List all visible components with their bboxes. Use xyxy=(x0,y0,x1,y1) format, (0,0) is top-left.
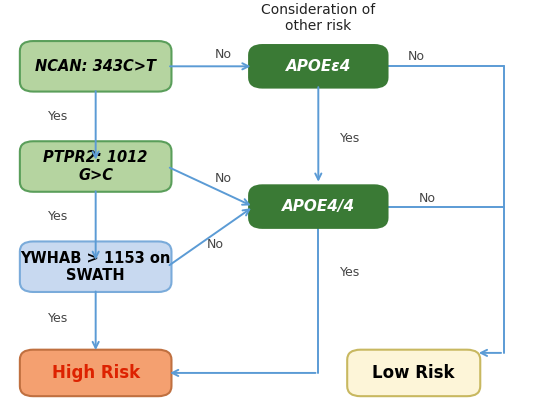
Text: Yes: Yes xyxy=(340,266,360,279)
FancyBboxPatch shape xyxy=(20,141,172,192)
Text: Low Risk: Low Risk xyxy=(373,364,455,382)
FancyBboxPatch shape xyxy=(20,241,172,292)
FancyBboxPatch shape xyxy=(249,185,387,228)
Text: High Risk: High Risk xyxy=(52,364,140,382)
Text: No: No xyxy=(214,48,231,61)
Text: APOEε4: APOEε4 xyxy=(286,59,351,74)
Text: Consideration of
other risk: Consideration of other risk xyxy=(261,3,375,33)
Text: No: No xyxy=(206,238,223,251)
Text: No: No xyxy=(418,192,435,205)
Text: Yes: Yes xyxy=(340,132,360,145)
Text: Yes: Yes xyxy=(49,110,69,123)
FancyBboxPatch shape xyxy=(249,45,387,87)
Text: Yes: Yes xyxy=(49,210,69,223)
Text: No: No xyxy=(214,172,231,185)
FancyBboxPatch shape xyxy=(20,350,172,396)
FancyBboxPatch shape xyxy=(20,41,172,92)
Text: NCAN: 343C>T: NCAN: 343C>T xyxy=(35,59,156,74)
Text: PTPR2: 1012
G>C: PTPR2: 1012 G>C xyxy=(44,150,148,183)
Text: YWHAB > 1153 on
SWATH: YWHAB > 1153 on SWATH xyxy=(20,251,171,283)
Text: Yes: Yes xyxy=(49,312,69,325)
Text: No: No xyxy=(408,50,425,63)
FancyBboxPatch shape xyxy=(347,350,480,396)
Text: APOE4/4: APOE4/4 xyxy=(282,199,355,214)
